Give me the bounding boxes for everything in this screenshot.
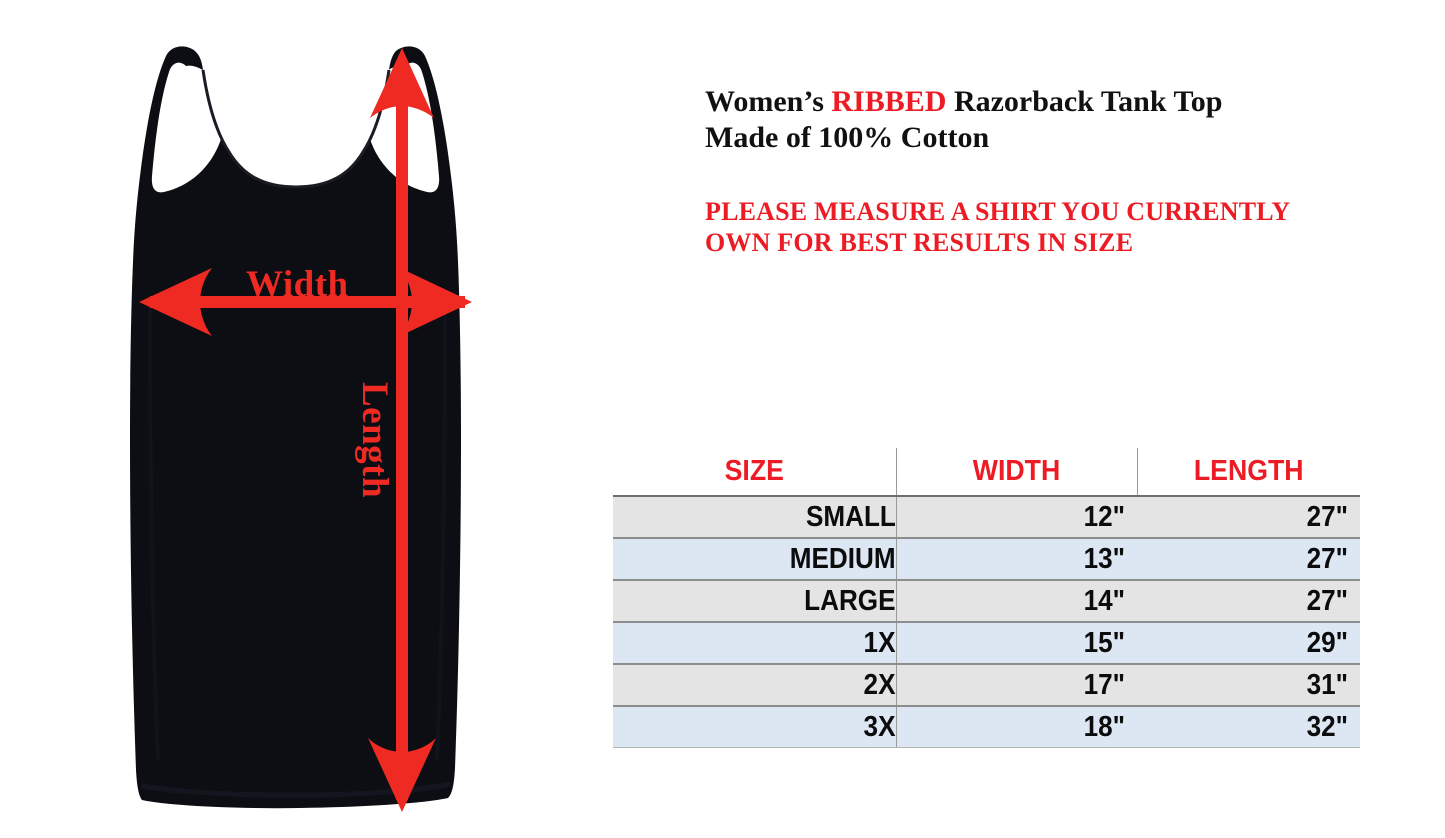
cell-size-text: LARGE [804, 584, 896, 617]
size-table-body: SMALL 12" 27" MEDIUM 13" 27" LARGE 14" 27" 1X 15" 2… [613, 496, 1360, 748]
cell-length: 27" [1137, 496, 1360, 539]
cell-width: 13" [896, 538, 1137, 581]
tank-top-illustration [130, 46, 472, 812]
cell-length: 27" [1137, 580, 1360, 623]
cell-size: 1X [613, 622, 897, 665]
cell-width-text: 14" [1083, 584, 1125, 617]
column-header-size: SIZE [624, 448, 886, 497]
size-table-head: SIZE WIDTH LENGTH [613, 448, 1360, 497]
cell-size: MEDIUM [613, 538, 897, 581]
cell-length: 32" [1137, 706, 1360, 748]
cell-length: 29" [1137, 622, 1360, 665]
cell-size: 3X [613, 706, 897, 748]
table-row: 1X 15" 29" [613, 622, 1360, 665]
cell-width: 18" [896, 706, 1137, 748]
cell-size: LARGE [613, 580, 897, 623]
product-title-line-2: Made of 100% Cotton [705, 121, 990, 154]
cell-width-text: 12" [1083, 500, 1125, 533]
garment-illustration-panel: Width Length [0, 0, 600, 838]
table-row: SMALL 12" 27" [613, 496, 1360, 539]
title-text-before-emphasis: Women’s [705, 85, 832, 118]
title-text-after-emphasis: Razorback Tank Top [946, 85, 1223, 118]
cell-width-text: 17" [1083, 668, 1125, 701]
column-header-length: LENGTH [1145, 448, 1352, 497]
width-arrow-head-left [139, 268, 212, 336]
cell-length-text: 27" [1306, 500, 1348, 533]
table-row: 3X 18" 32" [613, 706, 1360, 748]
length-arrow-head-up [370, 48, 434, 118]
length-arrow-shaft [396, 70, 408, 800]
size-table-header-row: SIZE WIDTH LENGTH [613, 448, 1360, 497]
cell-size-text: SMALL [805, 500, 896, 533]
cell-size-text: MEDIUM [789, 542, 896, 575]
cell-size: SMALL [613, 496, 897, 539]
cell-width: 17" [896, 664, 1137, 707]
product-title-block: Women’s RIBBED Razorback Tank Top Made o… [705, 84, 1405, 156]
width-measurement-label: Width [246, 264, 349, 305]
length-arrow-head-down [368, 738, 436, 812]
measure-notice-line-1: PLEASE MEASURE A SHIRT YOU CURRENTLY [705, 197, 1291, 226]
cell-length-text: 31" [1306, 668, 1348, 701]
cell-size: 2X [613, 664, 897, 707]
title-emphasis-ribbed: RIBBED [831, 85, 947, 118]
size-chart-table: SIZE WIDTH LENGTH SMALL 12" 27" MEDIUM 13" 27… [613, 448, 1360, 748]
cell-size-text: 1X [863, 626, 896, 659]
measure-notice-block: PLEASE MEASURE A SHIRT YOU CURRENTLY OWN… [705, 196, 1405, 258]
cell-width-text: 15" [1083, 626, 1125, 659]
cell-length-text: 27" [1306, 542, 1348, 575]
info-panel: Women’s RIBBED Razorback Tank Top Made o… [600, 0, 1445, 838]
cell-length-text: 27" [1306, 584, 1348, 617]
table-row: 2X 17" 31" [613, 664, 1360, 707]
cell-length: 27" [1137, 538, 1360, 581]
cell-width: 12" [896, 496, 1137, 539]
cell-width-text: 18" [1083, 710, 1125, 743]
column-header-width: WIDTH [905, 448, 1128, 497]
cell-length-text: 29" [1306, 626, 1348, 659]
width-arrow-head-right [400, 268, 472, 336]
length-measurement-label: Length [354, 382, 395, 499]
width-arrow-shaft [150, 296, 465, 308]
cell-width: 15" [896, 622, 1137, 665]
table-row: MEDIUM 13" 27" [613, 538, 1360, 581]
cell-length-text: 32" [1306, 710, 1348, 743]
cell-length: 31" [1137, 664, 1360, 707]
table-row: LARGE 14" 27" [613, 580, 1360, 623]
size-chart-table-wrapper: SIZE WIDTH LENGTH SMALL 12" 27" MEDIUM 13" 27… [613, 448, 1360, 748]
measurement-arrows [139, 48, 472, 812]
product-title-line-1: Women’s RIBBED Razorback Tank Top [705, 84, 1405, 120]
tank-top-shape [130, 46, 461, 809]
cell-width: 14" [896, 580, 1137, 623]
measure-notice-line-2: OWN FOR BEST RESULTS IN SIZE [705, 228, 1134, 257]
cell-size-text: 2X [863, 668, 896, 701]
cell-width-text: 13" [1083, 542, 1125, 575]
cell-size-text: 3X [863, 710, 896, 743]
